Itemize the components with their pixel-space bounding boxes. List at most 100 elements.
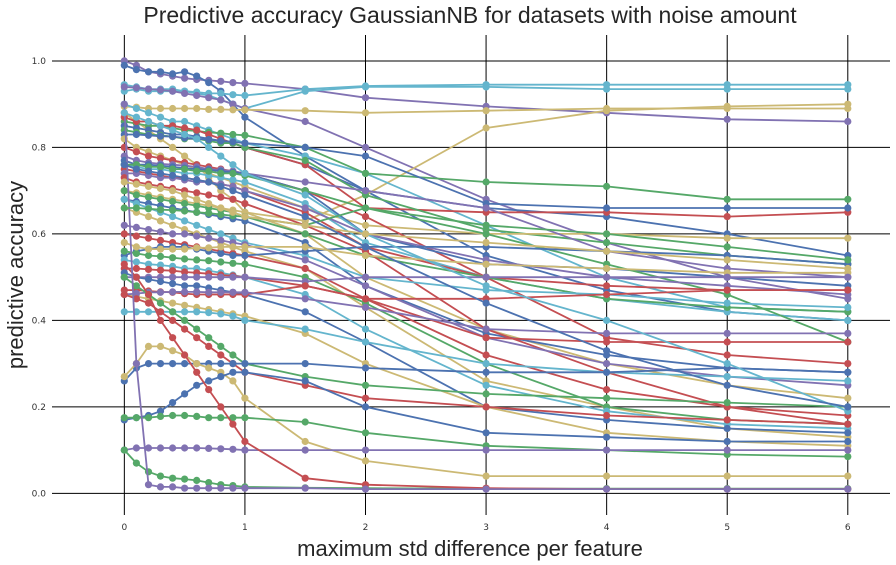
- data-point: [361, 187, 370, 195]
- data-point: [156, 154, 165, 162]
- data-point: [156, 308, 165, 316]
- data-point: [482, 107, 490, 115]
- series-13: [120, 130, 852, 212]
- data-point: [181, 273, 189, 281]
- data-point: [156, 288, 165, 296]
- data-point: [301, 221, 309, 229]
- data-point: [723, 424, 731, 433]
- data-point: [132, 264, 140, 273]
- data-point: [482, 299, 490, 307]
- data-point: [156, 132, 165, 140]
- data-point: [301, 377, 309, 385]
- data-point: [169, 411, 177, 420]
- data-point: [361, 83, 370, 91]
- data-point: [120, 273, 128, 281]
- data-point: [482, 351, 490, 359]
- data-point: [193, 282, 201, 290]
- data-point: [241, 446, 249, 454]
- data-point: [482, 472, 490, 480]
- data-point: [193, 476, 201, 484]
- data-point: [844, 360, 852, 368]
- data-point: [181, 174, 189, 182]
- data-point: [361, 94, 370, 102]
- data-point: [156, 360, 165, 368]
- data-point: [361, 251, 370, 260]
- series-53: [120, 178, 852, 273]
- series-46: [120, 411, 852, 461]
- data-point: [193, 126, 201, 134]
- data-point: [144, 131, 153, 139]
- data-point: [132, 249, 140, 257]
- data-point: [144, 342, 153, 350]
- data-point: [181, 475, 189, 483]
- data-point: [205, 234, 213, 242]
- data-point: [144, 468, 153, 476]
- data-point: [120, 204, 128, 212]
- data-point: [120, 239, 128, 247]
- data-point: [181, 484, 189, 492]
- data-point: [181, 411, 189, 420]
- data-point: [181, 130, 189, 139]
- data-point: [301, 204, 309, 212]
- data-point: [193, 334, 201, 342]
- data-point: [156, 86, 165, 94]
- data-point: [132, 113, 140, 121]
- data-point: [205, 309, 213, 317]
- data-point: [723, 286, 731, 294]
- data-point: [120, 195, 128, 203]
- data-point: [181, 245, 189, 253]
- data-point: [361, 303, 370, 311]
- data-point: [603, 239, 611, 247]
- data-point: [193, 221, 201, 229]
- data-point: [169, 347, 177, 355]
- data-point: [144, 226, 153, 234]
- data-point: [229, 208, 237, 216]
- data-point: [229, 100, 237, 108]
- x-tick-label: 4: [604, 523, 610, 533]
- data-point: [156, 184, 165, 193]
- data-point: [482, 390, 490, 398]
- data-point: [723, 351, 731, 359]
- series-35: [120, 273, 852, 286]
- chart-title: Predictive accuracy GaussianNB for datas…: [143, 2, 797, 28]
- data-point: [193, 484, 201, 492]
- data-point: [132, 232, 140, 240]
- data-point: [844, 316, 852, 324]
- data-point: [169, 334, 177, 342]
- data-point: [723, 299, 731, 307]
- data-point: [132, 282, 140, 290]
- data-point: [205, 209, 213, 217]
- data-point: [241, 251, 249, 260]
- data-point: [193, 325, 201, 333]
- data-point: [229, 91, 237, 99]
- data-point: [169, 245, 177, 253]
- data-point: [156, 228, 165, 236]
- data-point: [120, 109, 128, 117]
- data-point: [361, 169, 370, 177]
- data-point: [156, 104, 165, 113]
- data-point: [193, 91, 201, 100]
- data-point: [120, 414, 128, 422]
- data-point: [241, 316, 249, 324]
- data-point: [205, 364, 213, 372]
- data-point: [603, 230, 611, 238]
- data-point: [156, 122, 165, 130]
- data-point: [144, 152, 153, 160]
- data-point: [229, 195, 237, 203]
- data-point: [844, 472, 852, 480]
- data-point: [844, 117, 852, 126]
- data-point: [723, 446, 731, 454]
- data-point: [181, 117, 189, 126]
- data-point: [193, 176, 201, 184]
- data-point: [217, 204, 225, 212]
- data-point: [193, 202, 201, 210]
- data-point: [193, 232, 201, 240]
- data-point: [144, 213, 153, 221]
- data-point: [169, 230, 177, 238]
- data-point: [482, 230, 490, 238]
- data-point: [844, 329, 852, 337]
- data-point: [482, 221, 490, 229]
- data-point: [144, 182, 153, 190]
- data-point: [241, 368, 249, 376]
- data-point: [181, 351, 189, 359]
